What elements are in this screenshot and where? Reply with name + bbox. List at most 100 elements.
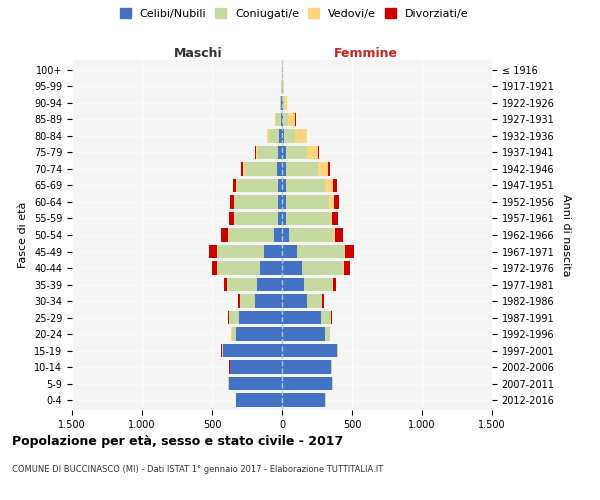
Bar: [286, 178, 325, 192]
Bar: [333, 178, 337, 192]
Bar: [260, 261, 282, 275]
Bar: [221, 228, 228, 242]
Bar: [233, 178, 236, 192]
Text: Popolazione per età, sesso e stato civile - 2017: Popolazione per età, sesso e stato civil…: [12, 435, 343, 448]
Bar: [345, 244, 354, 258]
Bar: [229, 377, 282, 390]
Bar: [232, 328, 236, 341]
Bar: [282, 195, 286, 209]
Bar: [218, 244, 264, 258]
Bar: [282, 162, 286, 175]
Bar: [282, 344, 337, 358]
Bar: [286, 195, 329, 209]
Legend: Celibi/Nubili, Coniugati/e, Vedovi/e, Divorziati/e: Celibi/Nubili, Coniugati/e, Vedovi/e, Di…: [118, 6, 470, 21]
Bar: [282, 112, 283, 126]
Bar: [329, 195, 334, 209]
Bar: [278, 195, 282, 209]
Bar: [289, 228, 333, 242]
Bar: [282, 360, 331, 374]
Bar: [224, 278, 227, 291]
Bar: [282, 228, 289, 242]
Bar: [267, 129, 269, 142]
Bar: [284, 129, 295, 142]
Bar: [282, 129, 284, 142]
Bar: [286, 212, 329, 226]
Bar: [283, 96, 284, 110]
Bar: [282, 294, 307, 308]
Bar: [284, 96, 287, 110]
Bar: [277, 112, 281, 126]
Bar: [302, 261, 343, 275]
Bar: [281, 112, 282, 126]
Bar: [227, 278, 257, 291]
Bar: [282, 278, 304, 291]
Bar: [289, 112, 295, 126]
Bar: [229, 195, 234, 209]
Bar: [277, 162, 282, 175]
Bar: [337, 344, 338, 358]
Bar: [298, 244, 344, 258]
Bar: [229, 311, 239, 324]
Bar: [256, 294, 282, 308]
Bar: [286, 146, 307, 159]
Bar: [307, 294, 322, 308]
Bar: [241, 162, 243, 175]
Bar: [335, 228, 343, 242]
Y-axis label: Fasce di età: Fasce di età: [19, 202, 28, 268]
Bar: [278, 146, 282, 159]
Bar: [278, 212, 282, 226]
Bar: [229, 360, 230, 374]
Bar: [282, 212, 286, 226]
Bar: [222, 344, 223, 358]
Bar: [281, 96, 282, 110]
Bar: [286, 162, 318, 175]
Bar: [282, 178, 286, 192]
Text: Femmine: Femmine: [334, 46, 398, 60]
Bar: [344, 261, 350, 275]
Bar: [283, 80, 284, 93]
Bar: [334, 195, 338, 209]
Bar: [228, 311, 229, 324]
Bar: [344, 244, 345, 258]
Bar: [269, 129, 279, 142]
Bar: [282, 394, 325, 407]
Bar: [333, 228, 335, 242]
Bar: [282, 244, 298, 258]
Bar: [318, 162, 328, 175]
Bar: [228, 228, 229, 242]
Bar: [275, 112, 277, 126]
Bar: [256, 146, 258, 159]
Bar: [229, 228, 274, 242]
Bar: [212, 261, 217, 275]
Bar: [283, 112, 288, 126]
Bar: [238, 294, 240, 308]
Bar: [236, 394, 282, 407]
Bar: [278, 178, 282, 192]
Bar: [209, 244, 217, 258]
Bar: [234, 212, 235, 226]
Bar: [280, 96, 281, 110]
Bar: [258, 146, 278, 159]
Text: COMUNE DI BUCCINASCO (MI) - Dati ISTAT 1° gennaio 2017 - Elaborazione TUTTITALIA: COMUNE DI BUCCINASCO (MI) - Dati ISTAT 1…: [12, 465, 383, 474]
Bar: [331, 311, 332, 324]
Bar: [328, 162, 329, 175]
Bar: [282, 146, 286, 159]
Bar: [257, 278, 282, 291]
Bar: [321, 311, 331, 324]
Bar: [223, 344, 282, 358]
Bar: [282, 328, 325, 341]
Bar: [243, 162, 245, 175]
Bar: [245, 162, 277, 175]
Bar: [236, 178, 237, 192]
Y-axis label: Anni di nascita: Anni di nascita: [561, 194, 571, 276]
Bar: [318, 146, 319, 159]
Bar: [229, 212, 234, 226]
Text: Maschi: Maschi: [173, 46, 223, 60]
Bar: [329, 212, 332, 226]
Bar: [322, 294, 323, 308]
Bar: [282, 261, 302, 275]
Bar: [218, 261, 260, 275]
Bar: [279, 129, 282, 142]
Bar: [239, 311, 282, 324]
Bar: [230, 360, 282, 374]
